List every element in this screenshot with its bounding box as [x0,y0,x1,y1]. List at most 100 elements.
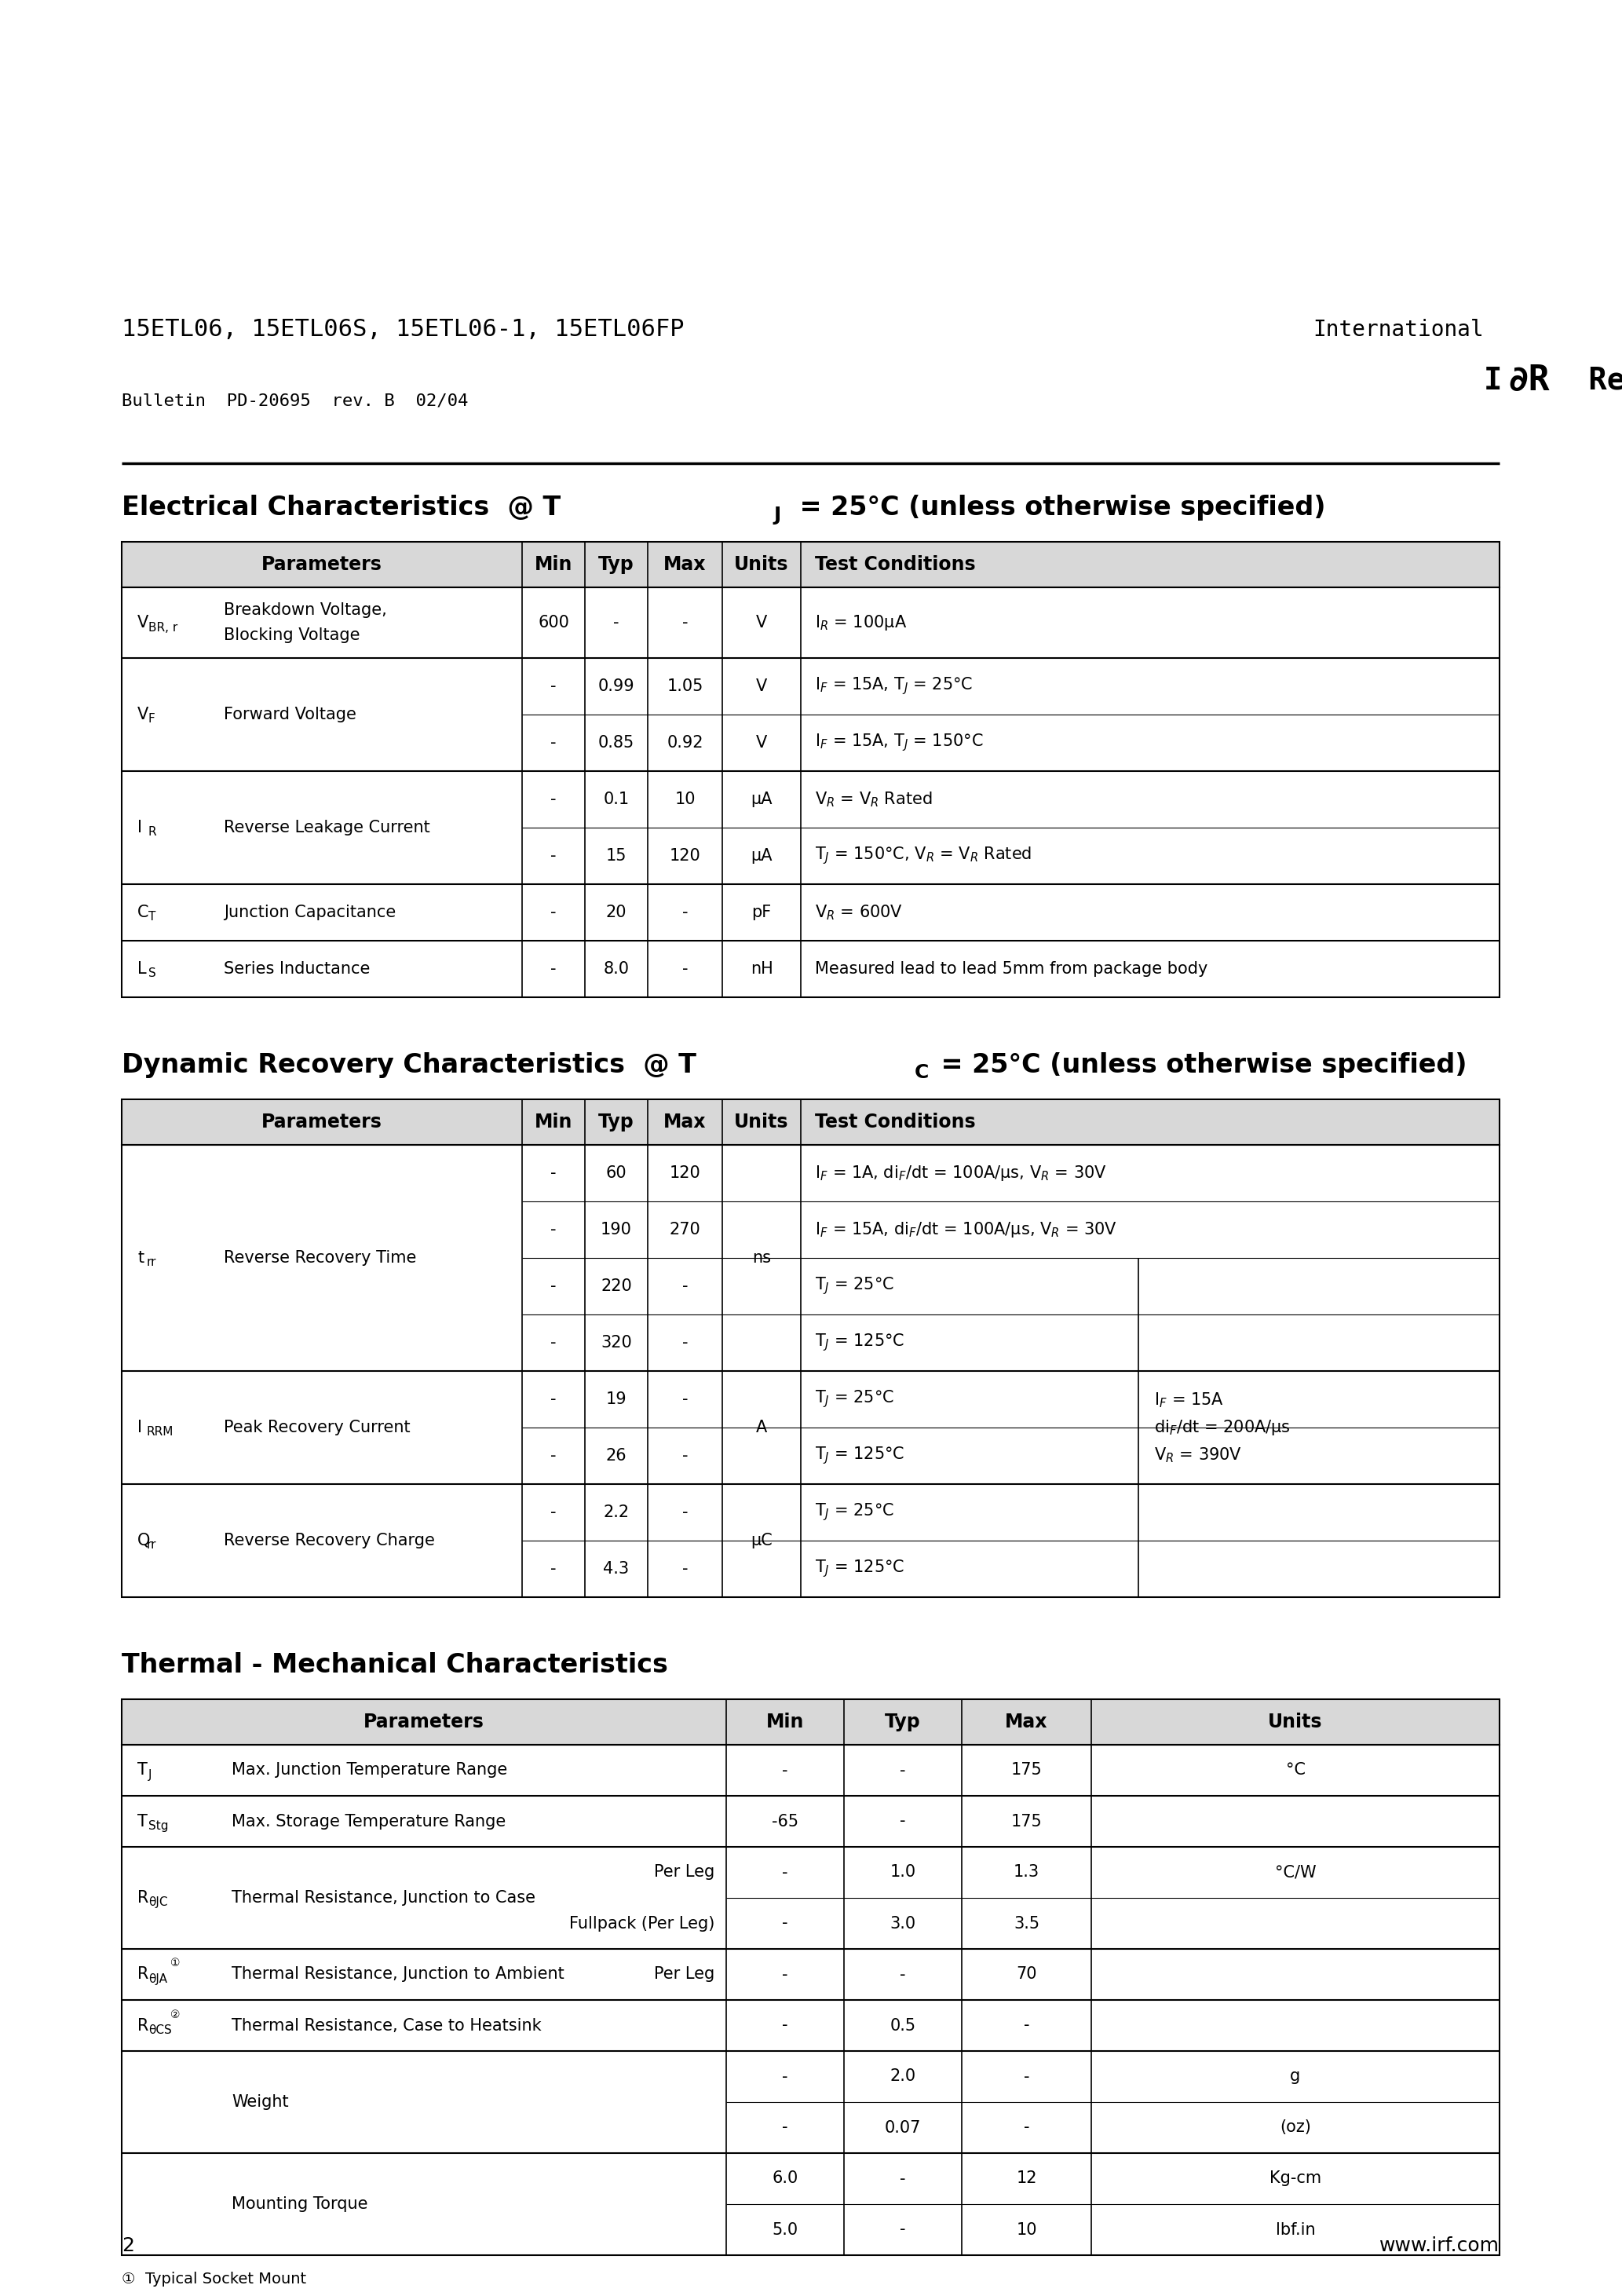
Text: -: - [550,1334,556,1350]
Text: -: - [1023,2069,1030,2085]
Text: Blocking Voltage: Blocking Voltage [224,627,360,643]
Bar [122,1100,1499,1146]
Text: Thermal Resistance, Junction to Ambient: Thermal Resistance, Junction to Ambient [232,1968,564,1981]
Text: Forward Voltage: Forward Voltage [224,707,357,723]
Text: Units: Units [735,556,788,574]
Text: International: International [1312,319,1484,340]
Text: 2.0: 2.0 [890,2069,916,2085]
Text: -: - [550,735,556,751]
Text: -: - [681,1279,688,1295]
Text: Q: Q [138,1534,151,1548]
Text: -: - [1023,2119,1030,2135]
Text: ②: ② [170,2009,180,2020]
Bar [122,542,1499,588]
Text: J: J [148,1770,152,1782]
Text: 19: 19 [607,1391,626,1407]
Text: -: - [900,2170,905,2186]
Text: -: - [782,2069,788,2085]
Text: -: - [681,1391,688,1407]
Text: 10: 10 [675,792,696,808]
Text: T$_J$ = 125°C: T$_J$ = 125°C [814,1444,905,1467]
Text: Fullpack (Per Leg): Fullpack (Per Leg) [569,1915,714,1931]
Text: BR, r: BR, r [148,622,178,634]
Text: -: - [681,1504,688,1520]
Text: I$_F$ = 15A, T$_J$ = 25°C: I$_F$ = 15A, T$_J$ = 25°C [814,675,973,696]
Text: -: - [550,792,556,808]
Text: 1.05: 1.05 [667,677,704,693]
Text: I: I [138,1419,143,1435]
Text: 1.0: 1.0 [890,1864,916,1880]
Text: V$_R$ = 390V: V$_R$ = 390V [1155,1446,1242,1465]
Text: Bulletin  PD-20695  rev. B  02/04: Bulletin PD-20695 rev. B 02/04 [122,393,469,409]
Text: V$_R$ = 600V: V$_R$ = 600V [814,902,903,921]
Text: 5.0: 5.0 [772,2223,798,2239]
Text: 190: 190 [600,1221,633,1238]
Text: 12: 12 [1015,2170,1036,2186]
Text: Max: Max [1006,1713,1048,1731]
Bar [122,588,1499,996]
Text: F: F [148,714,156,726]
Text: 1.3: 1.3 [1014,1864,1040,1880]
Text: S: S [148,969,156,980]
Text: www.irf.com: www.irf.com [1379,2236,1499,2255]
Text: Parameters: Parameters [261,1114,383,1132]
Bar [122,1100,1499,1146]
Text: nH: nH [751,962,772,976]
Text: T$_J$ = 125°C: T$_J$ = 125°C [814,1559,905,1580]
Text: -: - [900,2223,905,2239]
Text: -: - [550,677,556,693]
Text: Test Conditions: Test Conditions [814,556,975,574]
Text: I$_F$ = 15A: I$_F$ = 15A [1155,1391,1225,1410]
Text: 10: 10 [1015,2223,1036,2239]
Text: R: R [138,1890,149,1906]
Text: -: - [550,905,556,921]
Text: -: - [550,1166,556,1180]
Text: di$_F$/dt = 200A/μs: di$_F$/dt = 200A/μs [1155,1419,1291,1437]
Text: Min: Min [535,556,573,574]
Text: Reverse Leakage Current: Reverse Leakage Current [224,820,430,836]
Text: 8.0: 8.0 [603,962,629,976]
Text: 3.5: 3.5 [1014,1915,1040,1931]
Text: Typ: Typ [599,556,634,574]
Text: 600: 600 [539,615,569,631]
Text: Parameters: Parameters [363,1713,485,1731]
Text: g: g [1289,2069,1301,2085]
Text: -: - [900,1763,905,1777]
Text: 0.07: 0.07 [884,2119,921,2135]
Text: 3.0: 3.0 [890,1915,916,1931]
Text: 70: 70 [1015,1968,1036,1981]
Text: Measured lead to lead 5mm from package body: Measured lead to lead 5mm from package b… [814,962,1208,976]
Text: 2: 2 [122,2236,135,2255]
Text: (oz): (oz) [1280,2119,1311,2135]
Text: V: V [138,615,149,631]
Text: A: A [756,1419,767,1435]
Text: -65: -65 [772,1814,798,1830]
Text: °C: °C [1286,1763,1306,1777]
Text: -: - [782,1763,788,1777]
Text: 0.85: 0.85 [599,735,634,751]
Text: T$_J$ = 150°C, V$_R$ = V$_R$ Rated: T$_J$ = 150°C, V$_R$ = V$_R$ Rated [814,845,1032,866]
Text: Kg-cm: Kg-cm [1270,2170,1322,2186]
Text: -: - [782,2018,788,2034]
Bar [122,542,1499,588]
Text: T: T [138,1763,148,1777]
Text: Electrical Characteristics  @ T: Electrical Characteristics @ T [122,494,561,521]
Text: Peak Recovery Current: Peak Recovery Current [224,1419,410,1435]
Text: 175: 175 [1011,1814,1041,1830]
Text: Stg: Stg [148,1821,169,1832]
Text: T$_J$ = 25°C: T$_J$ = 25°C [814,1502,894,1522]
Text: I: I [1484,365,1502,395]
Text: Reverse Recovery Time: Reverse Recovery Time [224,1249,417,1265]
Text: I$_F$ = 1A, di$_F$/dt = 100A/μs, V$_R$ = 30V: I$_F$ = 1A, di$_F$/dt = 100A/μs, V$_R$ =… [814,1164,1106,1182]
Text: μA: μA [751,847,772,863]
Text: L: L [138,962,146,976]
Text: Max. Storage Temperature Range: Max. Storage Temperature Range [232,1814,506,1830]
Text: -: - [550,1504,556,1520]
Text: -: - [550,1279,556,1295]
Text: I$_F$ = 15A, di$_F$/dt = 100A/μs, V$_R$ = 30V: I$_F$ = 15A, di$_F$/dt = 100A/μs, V$_R$ … [814,1219,1118,1240]
Text: -: - [900,1814,905,1830]
Text: 120: 120 [670,847,701,863]
Text: rr: rr [148,1256,157,1267]
Text: ①  Typical Socket Mount: ① Typical Socket Mount [122,2271,307,2287]
Text: 2.2: 2.2 [603,1504,629,1520]
